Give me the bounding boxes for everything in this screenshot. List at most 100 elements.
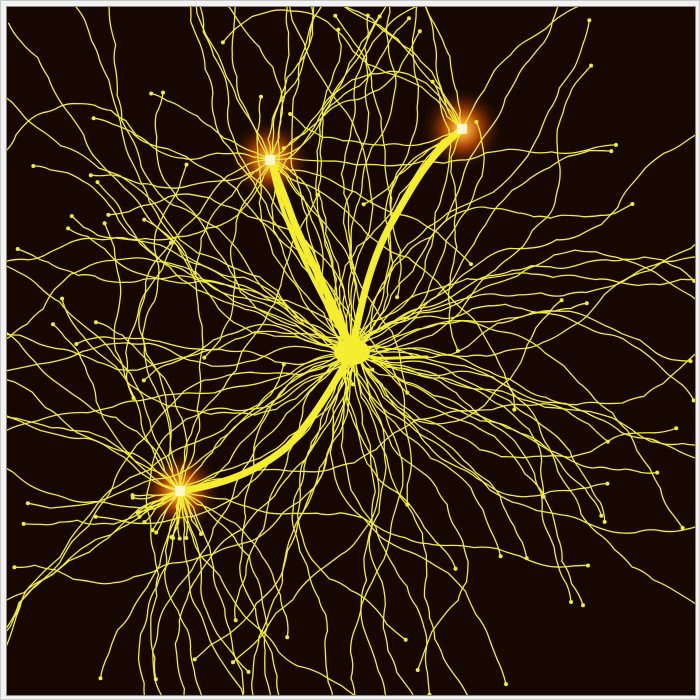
dendrite-tip-162 — [130, 493, 135, 498]
dendrite-tips — [12, 13, 695, 695]
dendrite-22 — [232, 354, 380, 663]
dendrite-154 — [172, 490, 181, 539]
dendrite-95 — [195, 7, 271, 161]
dendrite-96 — [267, 7, 315, 161]
dendrite-tip-51 — [66, 226, 71, 231]
dendrite-145 — [179, 490, 250, 673]
dendrite-tip-127 — [142, 217, 147, 222]
dendrite-74 — [346, 249, 695, 354]
dendrite-tip-56 — [377, 14, 382, 19]
dendrite-128 — [103, 222, 181, 492]
dendrite-tip-77 — [430, 79, 435, 84]
dendrite-tip-158 — [137, 514, 142, 519]
dendrite-tip-28 — [504, 682, 508, 687]
dendrite-tip-33 — [233, 618, 238, 623]
dendrite-138 — [179, 363, 285, 492]
dendrite-13 — [350, 347, 658, 474]
dendrite-98 — [194, 159, 271, 274]
dendrite-tip-146 — [51, 322, 55, 327]
dendrite-125 — [7, 490, 181, 632]
dendrite-tip-21 — [415, 668, 420, 672]
dendrite-tip-156 — [154, 530, 159, 535]
dendrite-102 — [71, 159, 271, 241]
dendrite-tip-13 — [655, 470, 660, 475]
dendrite-90 — [269, 159, 516, 411]
dendrite-7 — [347, 350, 584, 606]
dendrite-tip-136 — [605, 439, 610, 444]
dendrite-tip-10 — [605, 481, 610, 486]
dendrite-121 — [289, 113, 463, 147]
dendrite-9 — [356, 348, 545, 498]
dendrite-51 — [67, 227, 346, 358]
dendrite-tip-17 — [524, 556, 529, 561]
dendrite-tip-150 — [184, 536, 189, 540]
dendrite-140 — [164, 490, 203, 695]
dendrite-4 — [346, 345, 695, 446]
dendrite-tip-98 — [193, 271, 198, 276]
dendrite-146 — [52, 323, 181, 492]
dendrite-18 — [350, 354, 414, 695]
dendrite-91 — [231, 7, 271, 161]
dendrite-139 — [7, 332, 181, 492]
dendrite-75 — [347, 203, 634, 347]
dendrite-tip-101 — [405, 502, 410, 507]
dendrite-23 — [174, 355, 355, 695]
dendrite-151 — [179, 490, 203, 535]
dendrite-29 — [340, 356, 431, 695]
dendrite-tip-135 — [168, 240, 173, 245]
dendrite-108 — [125, 159, 271, 399]
dendrite-tip-39 — [25, 501, 30, 506]
dendrite-148 — [179, 490, 272, 695]
dendrite-42 — [7, 350, 350, 647]
dendrite-tip-7 — [581, 603, 585, 608]
dendrite-114 — [447, 128, 463, 352]
dendrite-tip-97 — [407, 16, 411, 21]
dendrite-tip-29 — [427, 692, 432, 695]
thin-dendrites — [7, 7, 695, 695]
dendrite-106 — [227, 7, 284, 161]
dendrite-97 — [269, 17, 410, 161]
dendrite-tip-145 — [246, 669, 251, 674]
dendrite-141 — [179, 490, 289, 638]
dendrite-tip-62 — [91, 116, 96, 121]
hotspot-layer — [175, 124, 467, 496]
dendrite-31 — [194, 351, 357, 661]
dendrite-116 — [222, 9, 463, 130]
dendrite-66 — [342, 14, 370, 352]
dendrite-tip-50 — [31, 164, 36, 168]
dendrite-tip-82 — [609, 149, 614, 154]
dendrite-162 — [131, 490, 181, 497]
dendrite-tip-92 — [469, 262, 473, 267]
dendrite-46 — [143, 323, 353, 382]
dendrite-tip-22 — [231, 660, 235, 665]
dendrite-tip-103 — [350, 382, 355, 387]
dendrite-tip-121 — [288, 112, 293, 116]
dendrite-tip-6 — [602, 519, 607, 524]
dendrite-tip-109 — [614, 142, 618, 147]
dendrite-tip-66 — [365, 13, 370, 18]
dendrite-tip-153 — [177, 536, 182, 541]
dendrite-tip-107 — [88, 173, 93, 178]
dendrite-72 — [289, 7, 374, 359]
dendrite-132 — [179, 490, 245, 695]
dendrite-85 — [342, 348, 695, 605]
dendrite-tip-116 — [220, 40, 225, 45]
dendrite-73 — [360, 7, 559, 350]
dendrite-118 — [345, 7, 463, 130]
dendrite-tip-3 — [569, 600, 573, 604]
dendrite-137 — [137, 490, 181, 695]
dendrite-tip-83 — [584, 301, 589, 306]
dendrite-tip-105 — [417, 29, 422, 34]
dendrite-122 — [283, 70, 463, 149]
dendrite-160 — [137, 490, 181, 514]
dendrite-147 — [179, 490, 356, 695]
dendrite-78 — [343, 256, 695, 354]
dendrite-tip-75 — [630, 202, 635, 206]
dendrite-79 — [349, 19, 590, 355]
dendrite-59 — [7, 22, 358, 355]
dendrite-71 — [350, 7, 397, 349]
dendrite-tip-115 — [361, 202, 366, 207]
dendrite-126 — [95, 321, 188, 492]
dendrite-134 — [179, 490, 589, 568]
dendrite-tip-46 — [141, 378, 146, 383]
